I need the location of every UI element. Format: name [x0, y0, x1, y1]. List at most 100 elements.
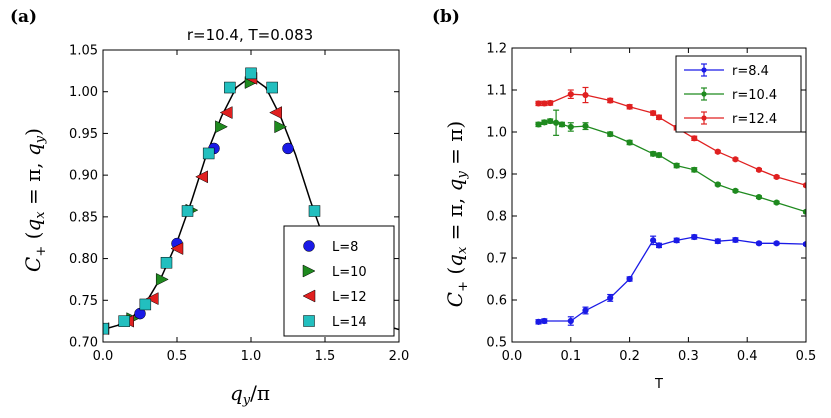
panel-b-ytick-label: 1.0	[486, 126, 507, 141]
panel-b-data-point	[655, 114, 663, 121]
panel-b-data-point	[567, 317, 574, 325]
panel-b-plot-area	[535, 86, 806, 326]
panel-b-data-point	[582, 307, 589, 314]
panel-b-legend-label: r=8.4	[732, 64, 769, 79]
panel-b-data-point	[714, 148, 721, 155]
panel-a-ytick-label: 0.80	[69, 252, 98, 267]
panel-b-ytick-label: 0.6	[486, 294, 507, 309]
panel-b-data-point	[547, 99, 554, 107]
panel-a-data-point	[181, 205, 194, 217]
panel-a-legend-marker	[302, 289, 316, 303]
panel-b-legend: r=8.4 r=10.4 r=12.4	[675, 55, 802, 133]
panel-a-legend-label: L=8	[332, 240, 358, 255]
panel-b-data-point	[607, 294, 614, 301]
panel-b-data-point	[535, 318, 542, 325]
panel-a-xtick-label: 2.0	[389, 349, 410, 364]
panel-b-ytick-label: 1.1	[486, 84, 507, 99]
panel-a-legend-label: L=12	[332, 290, 367, 305]
panel-b-data-point	[567, 123, 574, 131]
panel-a-legend-label: L=10	[332, 265, 367, 280]
panel-b-data-point	[714, 181, 721, 188]
panel-a-data-point	[266, 81, 278, 94]
panel-a-data-point	[282, 142, 294, 155]
panel-b-data-point	[541, 119, 548, 126]
panel-b-data-point	[607, 131, 614, 138]
panel-a-ytick-label: 0.75	[69, 294, 98, 309]
panel-a-data-point	[219, 106, 233, 119]
panel-b-data-point	[673, 162, 680, 169]
panel-b-data-point	[673, 237, 680, 244]
panel-b-label: (b)	[432, 7, 460, 27]
panel-a-legend-marker	[302, 264, 316, 278]
panel-b-data-point	[541, 100, 548, 107]
panel-b-data-point	[650, 150, 657, 157]
panel-b-data-point	[691, 135, 698, 142]
panel-b-data-point	[773, 199, 780, 206]
panel-b-data-point	[650, 237, 657, 244]
panel-a-ytick-label: 1.05	[69, 44, 98, 59]
panel-b-data-point	[582, 91, 589, 99]
panel-a-plot: 0.0 0.5 1.0 1.5 2.0 0.70 0.75 0.80 0.85 0.90 0.95 1…	[69, 44, 409, 365]
panel-b-data-point	[547, 117, 554, 125]
panel-b-data-point	[732, 156, 739, 163]
panel-a-label: (a)	[10, 7, 37, 27]
panel-a-data-point	[308, 205, 321, 217]
panel-b-data-point	[535, 121, 542, 128]
panel-a-ylabel: C+ (qx = π, qy)	[21, 128, 49, 272]
panel-a-data-point	[139, 298, 152, 311]
panel-b-data-point	[773, 173, 780, 181]
panel-b-data-point	[582, 123, 589, 130]
panel-b-data-point	[732, 187, 739, 194]
panel-a-legend-box	[283, 225, 395, 337]
panel-b-data-point	[802, 241, 806, 248]
panel-b-legend-marker	[701, 67, 707, 73]
panel-b-xtick-label: 0.3	[678, 349, 699, 364]
panel-b-data-point	[732, 236, 739, 244]
panel-b-data-point	[567, 91, 574, 98]
panel-b-ylabel: C+ (qx = π, qy = π)	[443, 121, 471, 307]
panel-b-xtick-label: 0.4	[737, 349, 758, 364]
panel-b-legend-marker	[701, 91, 707, 97]
panel-b-data-point	[655, 242, 663, 249]
panel-b-plot: 0.0 0.1 0.2 0.3 0.4 0.5 0.5 0.6 0.7 0.8 0.9 1.0 1.1 1…	[486, 42, 816, 365]
panel-a-data-point	[155, 273, 169, 286]
panel-b-data-point	[714, 238, 721, 245]
panel-b-data-point	[541, 317, 548, 325]
panel-a-legend-marker	[303, 315, 315, 327]
panel-b-xtick-label: 0.1	[560, 349, 581, 364]
panel-b-legend-marker	[701, 115, 707, 121]
panel-b-data-point	[626, 139, 633, 146]
panel-a-ytick-label: 0.90	[69, 169, 98, 184]
panel-a-data-point	[215, 120, 228, 134]
panel-b-data-point	[553, 119, 560, 126]
panel-a-title: r=10.4, T=0.083	[187, 26, 313, 44]
panel-b-data-point	[755, 166, 763, 173]
panel-b-ytick-label: 0.8	[486, 210, 507, 225]
panel-a-ytick-label: 0.85	[69, 210, 98, 225]
panel-a-data-point	[103, 322, 109, 335]
panel-a-data-point	[118, 315, 130, 327]
panel-b-data-point	[802, 182, 806, 189]
panel-a-data-point	[195, 170, 208, 184]
panel-b-xtick-label: 0.0	[502, 349, 523, 364]
panel-a-data-point	[269, 106, 282, 119]
panel-b-data-point	[626, 275, 633, 283]
panel-b-data-point	[691, 166, 698, 173]
panel-b-ytick-label: 0.7	[486, 252, 507, 267]
panel-b-data-point	[558, 121, 566, 128]
panel-a-xlabel: qy/π	[230, 381, 270, 408]
panel-a-data-point	[274, 120, 288, 134]
panel-a-ytick-label: 0.70	[69, 336, 98, 351]
panel-b-data-point	[773, 240, 780, 247]
panel-b-data-point	[607, 97, 614, 104]
panel-a-ytick-label: 0.95	[69, 127, 98, 142]
panel-b-data-point	[626, 103, 633, 110]
panel-a-legend-marker	[303, 240, 315, 252]
panel-a-data-point	[160, 256, 173, 269]
panel-a-legend: L=8 L=10 L=12 L=14	[283, 225, 395, 337]
panel-b-frame	[511, 47, 807, 343]
panel-b-ytick-label: 0.5	[486, 336, 507, 351]
panel-b-xtick-label: 0.2	[619, 349, 640, 364]
panel-b-series-line-0	[538, 236, 806, 323]
